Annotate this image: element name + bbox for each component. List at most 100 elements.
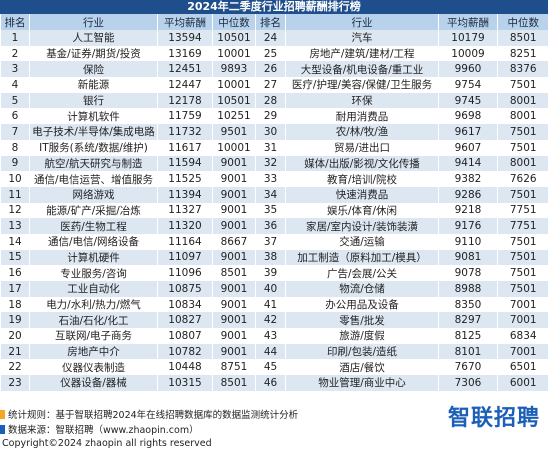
table-cell: 仪器设备/器械	[29, 375, 158, 391]
table-cell: 37	[255, 233, 286, 250]
table-cell: 专业服务/咨询	[29, 265, 158, 281]
table-row: 10 通信/电信运营、增值服务 11525 9001 33 教育/培训/院校 9382 762…	[0, 171, 548, 187]
header-cell: 中位数	[497, 14, 548, 30]
table-cell: 10501	[212, 30, 256, 46]
header-cell: 平均薪酬	[157, 14, 213, 30]
table-cell: 8501	[212, 265, 256, 281]
table-cell: 10251	[212, 108, 256, 125]
table-cell: 9382	[438, 171, 498, 187]
table-cell: 9960	[438, 61, 498, 78]
table-cell: 10782	[157, 343, 213, 360]
table-cell: 加工制造（原料加工/模具）	[285, 249, 439, 266]
table-cell: 6501	[497, 359, 548, 376]
table-cell: 房地产/建筑/建材/工程	[285, 45, 439, 62]
table-cell: 9001	[212, 281, 256, 297]
table-cell: 4	[0, 77, 30, 93]
table-cell: 10501	[212, 92, 256, 109]
table-cell: 9607	[438, 139, 498, 156]
table-cell: 广告/会展/公关	[285, 265, 439, 281]
table-cell: 10315	[157, 375, 213, 391]
table-cell: 10009	[438, 45, 498, 62]
table-cell: 9745	[438, 92, 498, 109]
table-cell: 耐用消费品	[285, 108, 439, 125]
table-cell: 11525	[157, 171, 213, 187]
table-cell: 11320	[157, 218, 213, 234]
table-cell: 7501	[497, 281, 548, 297]
table-cell: 8	[0, 139, 30, 156]
table-row: 5 银行 12178 10501 28 环保 9745 8001	[0, 92, 548, 109]
table-cell: 旅游/度假	[285, 328, 439, 344]
table-cell: 27	[255, 77, 286, 93]
table-cell: 7	[0, 124, 30, 140]
table-row: 8 IT服务(系统/数据/维护) 11617 10001 31 贸易/进出口 9607 750…	[0, 139, 548, 156]
table-cell: 贸易/进出口	[285, 139, 439, 156]
table-cell: 农/林/牧/渔	[285, 124, 439, 140]
table-cell: 汽车	[285, 30, 439, 46]
table-row: 21 房地产中介 10782 9001 44 印刷/包装/造纸 8101 7001	[0, 343, 548, 360]
table-cell: 35	[255, 202, 286, 219]
table-cell: 10179	[438, 30, 498, 46]
rule-text: 统计规则：基于智联招聘2024年在线招聘数据库的数据监测统计分析	[8, 410, 299, 421]
table-cell: 6001	[497, 375, 548, 391]
table-cell: 通信/电信运营、增值服务	[29, 171, 158, 187]
table-cell: 9001	[212, 171, 256, 187]
table-cell: 工业自动化	[29, 281, 158, 297]
table-row: 13 医药/生物工程 11320 9001 36 家居/室内设计/装饰装潢 9176 7751	[0, 218, 548, 234]
ranking-table: 排名 行业 平均薪酬 中位数 排名 行业 平均薪酬 中位数 1 人工智能 13594 10501 24…	[0, 14, 548, 391]
table-cell: 10001	[212, 77, 256, 93]
table-cell: 8501	[212, 375, 256, 391]
table-cell: 7501	[497, 186, 548, 203]
table-cell: 家居/室内设计/装饰装潢	[285, 218, 439, 234]
table-cell: 38	[255, 249, 286, 266]
table-cell: 酒店/餐饮	[285, 359, 439, 376]
table-cell: 9001	[212, 312, 256, 329]
table-cell: 5	[0, 92, 30, 109]
table-cell: 8101	[438, 343, 498, 360]
table-cell: 11617	[157, 139, 213, 156]
table-cell: 8251	[497, 45, 548, 62]
table-cell: 17	[0, 281, 30, 297]
table-cell: 2	[0, 45, 30, 62]
table-cell: 18	[0, 296, 30, 313]
table-cell: 新能源	[29, 77, 158, 93]
table-cell: 大型设备/机电设备/重工业	[285, 61, 439, 78]
table-cell: 12178	[157, 92, 213, 109]
table-cell: 9001	[212, 296, 256, 313]
table-cell: 能源/矿产/采掘/冶炼	[29, 202, 158, 219]
table-cell: 计算机软件	[29, 108, 158, 125]
table-cell: 9754	[438, 77, 498, 93]
table-cell: 12451	[157, 61, 213, 78]
table-cell: 8350	[438, 296, 498, 313]
table-cell: 7306	[438, 375, 498, 391]
table-cell: 房地产中介	[29, 343, 158, 360]
table-cell: 环保	[285, 92, 439, 109]
table-cell: 12	[0, 202, 30, 219]
table-cell: 34	[255, 186, 286, 203]
table-cell: 教育/培训/院校	[285, 171, 439, 187]
table-cell: 电力/水利/热力/燃气	[29, 296, 158, 313]
table-cell: 19	[0, 312, 30, 329]
table-cell: 8501	[497, 30, 548, 46]
table-cell: 7001	[497, 312, 548, 329]
table-row: 15 计算机硬件 11097 9001 38 加工制造（原料加工/模具） 9081 7501	[0, 249, 548, 266]
table-cell: 11594	[157, 155, 213, 172]
table-cell: 13169	[157, 45, 213, 62]
table-cell: 8751	[212, 359, 256, 376]
table-cell: 32	[255, 155, 286, 172]
table-cell: 13	[0, 218, 30, 234]
table-cell: 7501	[497, 233, 548, 250]
header-cell: 行业	[29, 14, 158, 30]
table-cell: 10834	[157, 296, 213, 313]
table-cell: 9001	[212, 186, 256, 203]
header-cell: 平均薪酬	[438, 14, 498, 30]
table-cell: 7670	[438, 359, 498, 376]
table-cell: 30	[255, 124, 286, 140]
table-cell: 26	[255, 61, 286, 78]
table-cell: 12447	[157, 77, 213, 93]
table-cell: 15	[0, 249, 30, 266]
table-cell: 7751	[497, 202, 548, 219]
table-row: 4 新能源 12447 10001 27 医疗/护理/美容/保健/卫生服务 9754 7501	[0, 77, 548, 93]
table-cell: 9286	[438, 186, 498, 203]
source-note: 数据来源：智联招聘（www.zhaopin.com）	[0, 422, 199, 436]
